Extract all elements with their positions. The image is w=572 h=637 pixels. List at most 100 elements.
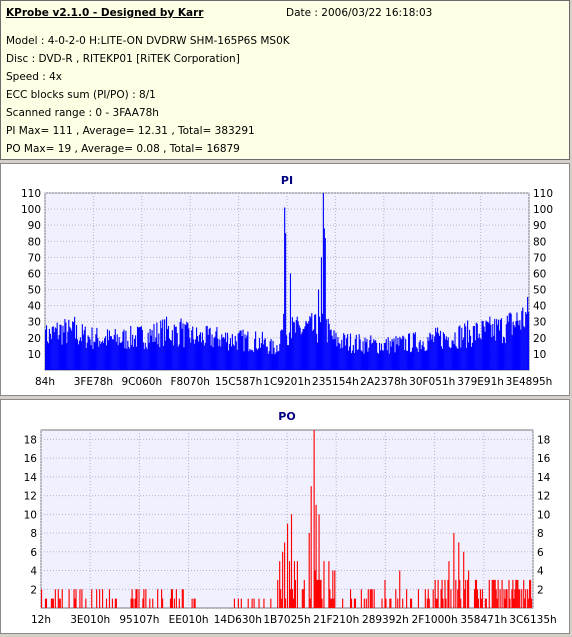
data-bar — [64, 319, 66, 370]
data-bar — [410, 598, 412, 608]
data-bar — [467, 320, 469, 370]
data-bar — [172, 345, 174, 370]
data-bar — [91, 327, 93, 370]
data-bar — [118, 337, 120, 370]
data-bar — [138, 327, 141, 370]
data-bar — [396, 344, 398, 370]
data-bar — [512, 321, 514, 370]
data-bar — [105, 336, 107, 370]
data-bar — [66, 343, 68, 370]
data-bar — [156, 322, 158, 370]
data-bar — [219, 339, 221, 370]
data-bar — [313, 430, 315, 608]
data-bar — [361, 351, 363, 370]
data-bar — [381, 350, 383, 370]
data-bar — [505, 589, 507, 608]
data-bar — [280, 330, 282, 370]
data-bar — [408, 333, 411, 370]
data-bar — [262, 344, 264, 370]
data-bar — [285, 598, 287, 608]
data-bar — [301, 332, 303, 370]
data-bar — [233, 598, 235, 608]
data-bar — [342, 598, 344, 608]
data-bar — [455, 579, 457, 608]
data-bar — [503, 337, 505, 370]
data-bar — [308, 320, 310, 370]
data-bar — [316, 333, 318, 370]
data-bar — [91, 589, 93, 608]
data-bar — [152, 342, 154, 370]
data-bar — [523, 326, 525, 370]
y-tick-label-right: 16 — [537, 453, 551, 465]
data-bar — [408, 333, 410, 370]
data-bar — [132, 598, 134, 608]
data-bar — [410, 351, 413, 370]
data-bar — [110, 336, 112, 370]
data-bar — [475, 579, 478, 608]
data-bar — [125, 330, 127, 370]
y-tick-label-right: 2 — [537, 584, 544, 596]
data-bar — [291, 317, 293, 370]
data-bar — [210, 345, 212, 370]
data-bar — [362, 341, 364, 370]
data-bar — [178, 344, 180, 370]
data-bar — [84, 326, 86, 370]
data-bar — [182, 323, 184, 370]
data-bar — [252, 350, 254, 370]
data-bar — [105, 598, 108, 608]
data-bar — [377, 352, 379, 370]
data-bar — [397, 337, 399, 370]
data-bar — [197, 341, 200, 370]
data-bar — [48, 328, 50, 370]
data-bar — [45, 598, 48, 608]
data-bar — [294, 579, 297, 608]
data-bar — [240, 330, 242, 370]
data-bar — [240, 598, 242, 608]
data-bar — [83, 330, 85, 370]
data-bar — [483, 326, 485, 370]
y-tick-label-left: 40 — [28, 301, 41, 313]
data-bar — [459, 579, 461, 608]
data-bar — [238, 332, 240, 370]
data-bar — [379, 350, 382, 370]
data-bar — [247, 331, 249, 370]
data-bar — [417, 352, 419, 370]
data-bar — [392, 341, 394, 370]
data-bar — [195, 339, 197, 370]
data-bar — [70, 328, 72, 370]
data-bar — [226, 332, 229, 370]
data-bar — [360, 589, 362, 608]
data-bar — [243, 351, 245, 370]
y-tick-label-left: 6 — [30, 547, 37, 559]
data-bar — [53, 331, 55, 370]
data-bar — [255, 331, 257, 370]
data-bar — [121, 341, 123, 370]
data-bar — [186, 321, 188, 370]
data-bar — [440, 589, 442, 608]
data-bar — [74, 598, 76, 608]
data-bar — [87, 335, 89, 370]
data-bar — [251, 598, 253, 608]
data-bar — [409, 352, 412, 370]
data-bar — [206, 325, 208, 370]
data-bar — [447, 337, 449, 370]
data-bar — [317, 342, 319, 370]
x-tick-label: F8070h — [170, 376, 209, 388]
data-bar — [136, 326, 139, 370]
x-tick-label: 95107h — [119, 614, 159, 626]
y-tick-label-right: 30 — [533, 317, 546, 329]
data-bar — [104, 338, 106, 370]
data-bar — [175, 589, 177, 608]
data-bar — [175, 326, 177, 370]
data-bar — [61, 589, 63, 608]
data-bar — [227, 350, 230, 370]
data-bar — [310, 317, 312, 370]
data-bar — [355, 334, 357, 370]
data-bar — [280, 589, 282, 608]
data-bar — [166, 329, 169, 370]
data-bar — [265, 346, 267, 370]
data-bar — [46, 341, 49, 370]
data-bar — [460, 347, 462, 370]
y-tick-label-right: 8 — [537, 528, 544, 540]
y-tick-label-right: 14 — [537, 472, 551, 484]
